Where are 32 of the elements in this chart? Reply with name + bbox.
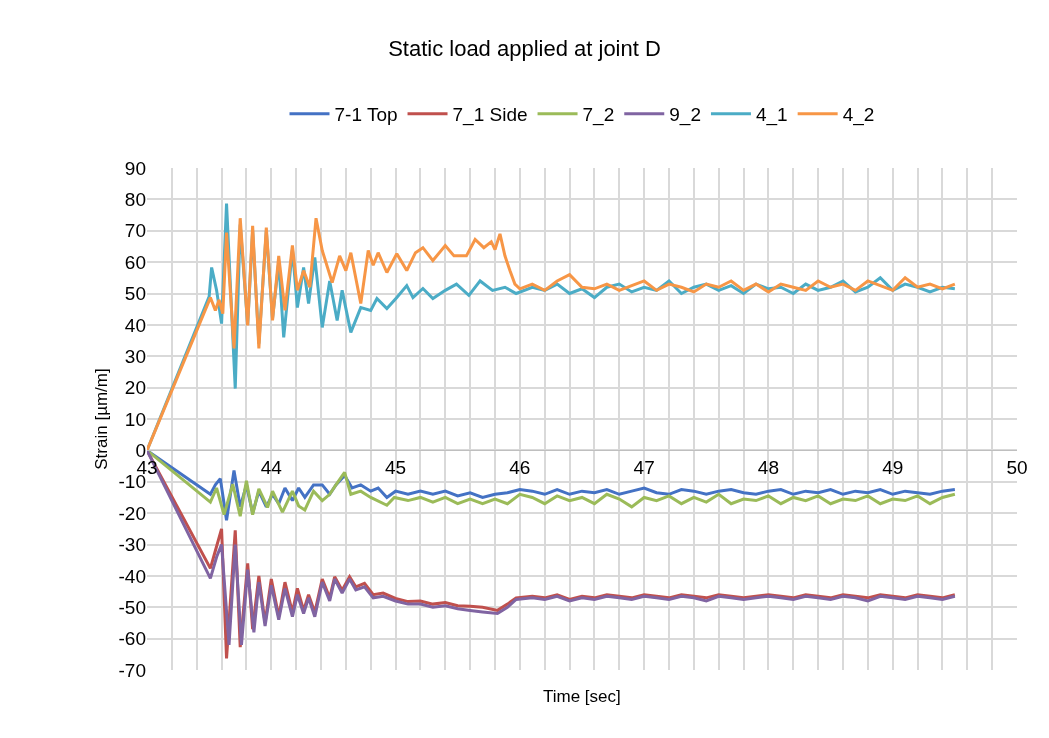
x-tick-label: 48 <box>757 457 779 479</box>
x-tick-label: 50 <box>1006 457 1028 479</box>
y-tick-label: 10 <box>124 408 146 430</box>
x-axis-title: Time [sec] <box>543 687 621 706</box>
x-tick-label: 46 <box>509 457 531 479</box>
y-tick-label: 20 <box>124 377 146 399</box>
legend-label: 7-1 Top <box>334 104 398 126</box>
y-tick-label: 40 <box>124 314 146 336</box>
y-tick-label: 30 <box>124 345 146 367</box>
y-tick-label: -50 <box>118 596 146 618</box>
y-tick-label: -60 <box>118 628 146 650</box>
x-tick-label: 47 <box>633 457 655 479</box>
y-tick-label: -30 <box>118 534 146 556</box>
chart-title: Static load applied at joint D <box>388 35 661 61</box>
y-tick-label: 80 <box>124 189 146 211</box>
legend-label: 4_2 <box>842 104 875 127</box>
y-tick-label: 60 <box>124 251 146 273</box>
y-tick-label: -70 <box>118 659 146 681</box>
y-tick-label: -40 <box>118 565 146 587</box>
y-tick-label: -20 <box>118 502 146 524</box>
legend-label: 7_1 Side <box>452 104 528 127</box>
y-tick-label: 0 <box>135 440 146 462</box>
legend-label: 9_2 <box>669 104 701 127</box>
y-tick-label: 70 <box>124 220 146 242</box>
y-tick-label: 90 <box>124 157 146 179</box>
x-tick-label: 49 <box>882 457 904 479</box>
y-axis-title: Strain [µm/m] <box>92 368 112 470</box>
x-tick-label: 44 <box>260 457 283 479</box>
legend-label: 4_1 <box>755 104 788 127</box>
y-tick-label: 50 <box>124 283 146 305</box>
legend-label: 7_2 <box>582 104 615 127</box>
x-tick-label: 45 <box>385 457 407 479</box>
